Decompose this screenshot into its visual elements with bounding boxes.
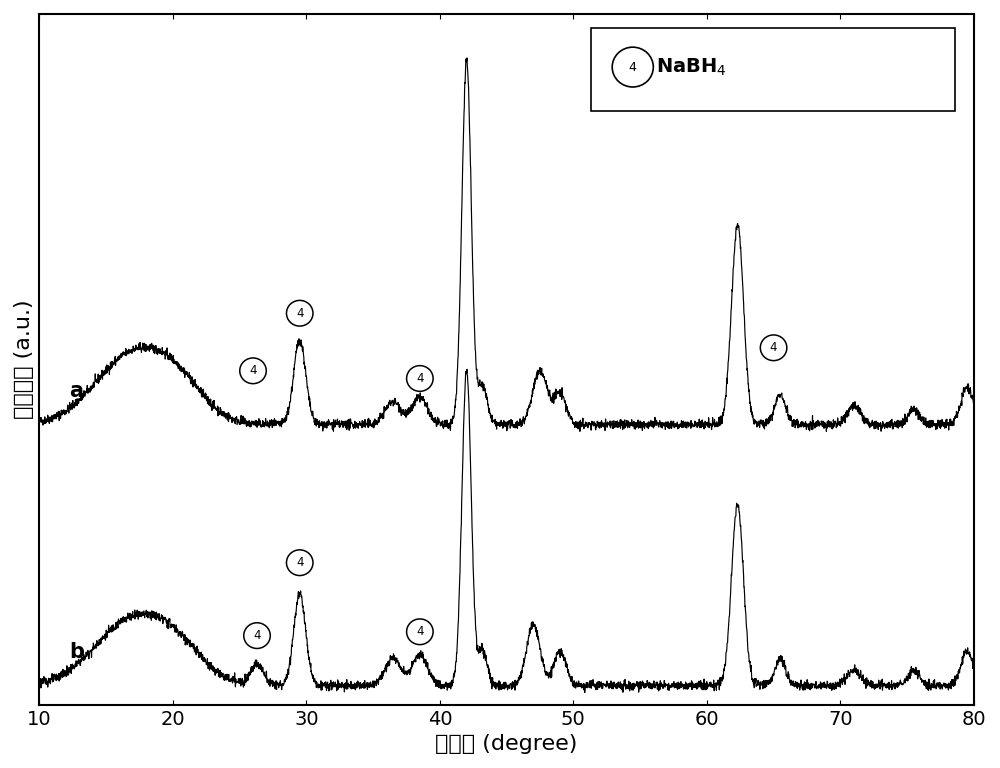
Text: a: a [69, 381, 83, 401]
Text: NaBH$_4$: NaBH$_4$ [656, 56, 727, 78]
Text: 4: 4 [253, 629, 261, 642]
X-axis label: 衍射角 (degree): 衍射角 (degree) [435, 734, 578, 754]
Y-axis label: 相对强度 (a.u.): 相对强度 (a.u.) [14, 300, 34, 419]
Text: b: b [69, 642, 84, 662]
Text: 4: 4 [296, 556, 303, 569]
FancyBboxPatch shape [591, 28, 955, 111]
Text: 4: 4 [629, 61, 637, 74]
Text: 4: 4 [416, 372, 424, 385]
Text: 4: 4 [770, 341, 777, 354]
Text: 4: 4 [416, 625, 424, 638]
Text: 4: 4 [296, 306, 303, 319]
Text: 4: 4 [249, 364, 257, 377]
